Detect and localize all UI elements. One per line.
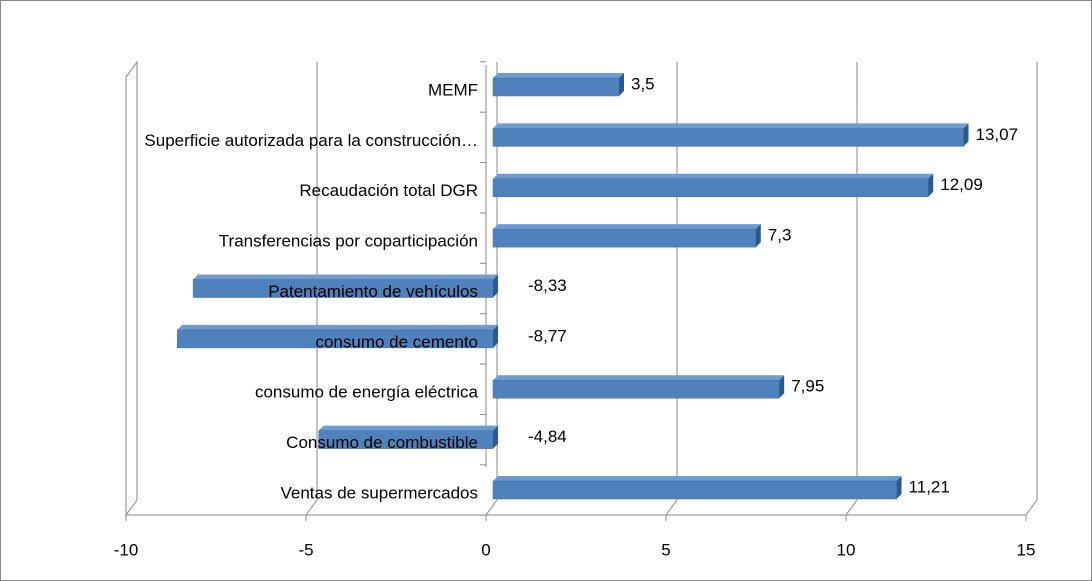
bar-side xyxy=(493,274,498,298)
bar-top xyxy=(493,173,934,179)
y-tick-label: consumo de cemento xyxy=(315,332,478,351)
bar-side xyxy=(928,173,934,197)
bar xyxy=(492,178,929,197)
x-tick-label: 15 xyxy=(1017,540,1036,559)
y-tick-label: Recaudación total DGR xyxy=(299,181,478,200)
y-tick-label: Ventas de supermercados xyxy=(280,483,478,502)
value-label: -4,84 xyxy=(528,427,567,446)
bar-top xyxy=(493,476,902,481)
value-label: 7,95 xyxy=(791,377,824,396)
value-label: -8,77 xyxy=(528,326,567,345)
bar-side xyxy=(896,476,902,499)
value-label: 13,07 xyxy=(976,125,1019,144)
bar-top xyxy=(493,375,785,381)
x-tick-label: 5 xyxy=(661,540,670,559)
grid-line xyxy=(305,62,318,516)
grid-line xyxy=(665,62,678,516)
bar-side xyxy=(493,425,498,449)
bar-top xyxy=(177,324,498,330)
bar xyxy=(492,128,964,147)
value-label: 7,3 xyxy=(768,226,792,245)
bar-side xyxy=(493,324,498,348)
bar-top xyxy=(193,274,498,280)
bar-side xyxy=(963,123,969,147)
value-label: -8,33 xyxy=(528,276,567,295)
bar-top xyxy=(493,73,624,78)
bar xyxy=(177,329,494,349)
grid-line xyxy=(485,62,498,516)
y-tick-label: MEMF xyxy=(428,80,478,99)
x-tick-label: -5 xyxy=(298,540,313,559)
grid-line xyxy=(125,62,138,516)
value-label: 3,5 xyxy=(631,74,655,93)
bar-side xyxy=(755,224,761,248)
bar-top xyxy=(318,425,498,431)
y-tick-label: Superficie autorizada para la construcci… xyxy=(144,131,478,150)
x-tick-label: -10 xyxy=(114,540,139,559)
bar xyxy=(492,228,757,248)
y-tick-label: Patentamiento de vehículos xyxy=(268,282,478,301)
x-tick-label: 10 xyxy=(837,540,856,559)
bar-top xyxy=(493,123,969,129)
bar xyxy=(318,430,494,449)
y-tick-label: Consumo de combustible xyxy=(286,433,478,452)
bar-side xyxy=(619,73,624,96)
y-tick-label: consumo de energía eléctrica xyxy=(255,383,479,402)
bar xyxy=(492,77,620,97)
bar xyxy=(492,480,897,500)
bar xyxy=(492,380,780,399)
y-tick-label: Transferencias por coparticipación xyxy=(219,232,478,251)
value-label: 11,21 xyxy=(909,477,950,496)
grid-line xyxy=(1025,62,1038,516)
grid-line xyxy=(845,62,858,516)
bar xyxy=(192,279,494,298)
x-tick-label: 0 xyxy=(481,540,490,559)
bar-side xyxy=(779,375,785,399)
value-label: 12,09 xyxy=(940,175,983,194)
bar-top xyxy=(493,224,761,230)
